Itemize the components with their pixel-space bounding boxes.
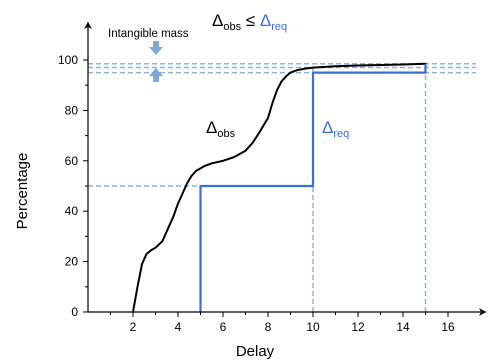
x-tick-label-8: 8 — [265, 320, 272, 334]
series-line-obs — [132, 62, 427, 313]
y-axis-title: Percentage — [14, 153, 31, 230]
intangible-mass-arrows — [149, 41, 163, 82]
condition-left: Δ — [212, 11, 223, 30]
arrow-down-icon — [149, 41, 163, 55]
series-group — [132, 62, 427, 314]
y-tick-label-80: 80 — [65, 103, 79, 117]
condition-operator: ≤ — [241, 11, 260, 30]
axes — [84, 22, 486, 316]
req-label-sub: req — [333, 128, 349, 140]
y-tick-label-60: 60 — [65, 154, 79, 168]
x-tick-label-10: 10 — [306, 320, 320, 334]
condition-annotation: Δobs ≤ Δreq — [212, 11, 287, 33]
x-tick-label-4: 4 — [175, 320, 182, 334]
y-tick-label-0: 0 — [71, 305, 78, 319]
x-tick-label-12: 12 — [351, 320, 365, 334]
series-line-req — [199, 63, 427, 314]
condition-right-sub: req — [271, 21, 287, 33]
x-tick-label-14: 14 — [396, 320, 410, 334]
y-tick-label-20: 20 — [65, 255, 79, 269]
obs-curve-label: Δobs — [206, 118, 236, 140]
y-tick-label-100: 100 — [58, 53, 78, 67]
y-tick-label-40: 40 — [65, 204, 79, 218]
req-label-delta: Δ — [322, 118, 333, 137]
obs-label-delta: Δ — [206, 118, 217, 137]
ticks: 2 4 6 8 10 12 14 16 0 20 40 60 80 100 — [58, 53, 455, 334]
arrow-up-icon — [149, 68, 163, 82]
x-tick-label-6: 6 — [220, 320, 227, 334]
condition-left-sub: obs — [223, 21, 241, 33]
x-tick-label-16: 16 — [441, 320, 455, 334]
x-axis-arrow-icon — [479, 308, 486, 316]
reference-lines — [88, 63, 476, 312]
condition-right: Δ — [260, 11, 271, 30]
intangible-mass-label: Intangible mass — [108, 28, 189, 40]
y-axis-arrow-icon — [84, 22, 92, 29]
obs-label-sub: obs — [217, 128, 235, 140]
x-tick-label-2: 2 — [130, 320, 137, 334]
req-curve-label: Δreq — [322, 118, 349, 140]
x-axis-title: Delay — [236, 343, 275, 360]
